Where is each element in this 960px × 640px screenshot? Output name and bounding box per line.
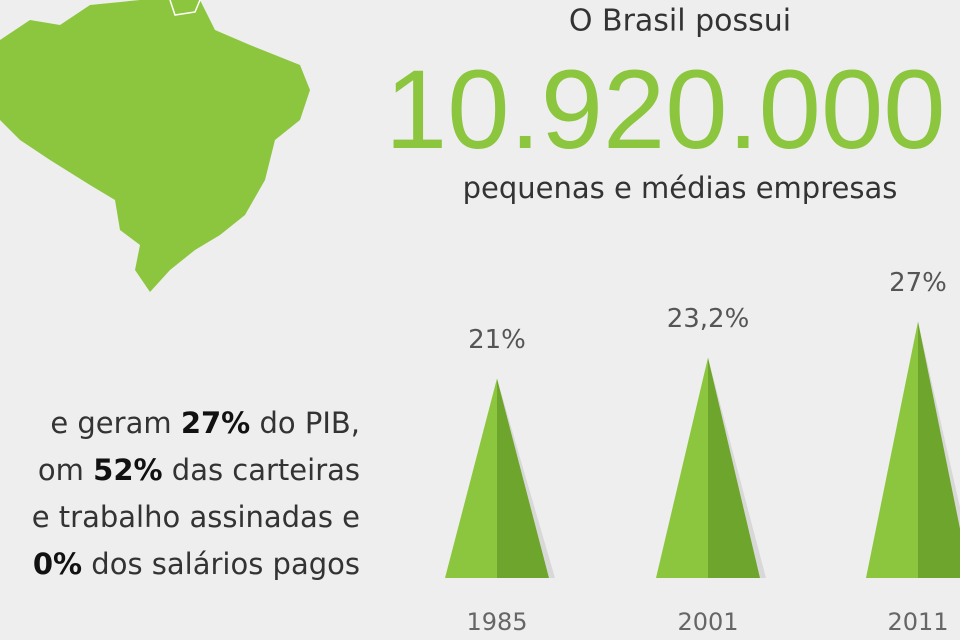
triangle-left xyxy=(656,357,708,578)
triangle-right xyxy=(497,378,549,578)
chart: 21% 1985 23,2% 2001 27% 2011 xyxy=(445,268,960,636)
text: e geram xyxy=(50,406,180,440)
text: dos salários pagos xyxy=(82,547,360,581)
value-label: 21% xyxy=(468,325,526,355)
bold-text: 52% xyxy=(93,453,162,487)
brazil-map xyxy=(0,0,310,292)
bold-text: 0% xyxy=(33,547,82,581)
triangle-shadow xyxy=(708,357,766,578)
triangle-left xyxy=(445,378,497,578)
text-line: e geram 27% do PIB, xyxy=(50,406,360,440)
triangle-right xyxy=(918,321,960,578)
map-border xyxy=(169,0,201,16)
intro: O Brasil possui xyxy=(569,4,791,39)
text: e trabalho assinadas e xyxy=(32,500,360,534)
triangle-shadow xyxy=(497,378,555,578)
text-line: 0% dos salários pagos xyxy=(33,547,360,581)
text: das carteiras xyxy=(163,453,360,487)
big-number: 10.920.000 xyxy=(385,47,946,172)
value-label: 27% xyxy=(889,268,947,298)
x-tick-label: 2011 xyxy=(887,608,948,636)
text: om xyxy=(38,453,93,487)
value-label: 23,2% xyxy=(667,304,750,334)
text-line: e trabalho assinadas e xyxy=(32,500,360,534)
triangle xyxy=(445,378,549,578)
text: do PIB, xyxy=(250,406,360,440)
triangle-left xyxy=(866,321,918,578)
triangle xyxy=(866,321,960,578)
x-tick-label: 2001 xyxy=(677,608,738,636)
caption: pequenas e médias empresas xyxy=(463,171,898,205)
text-block: e geram 27% do PIB, om 52% das carteiras e… xyxy=(32,406,360,581)
triangle xyxy=(656,357,760,578)
triangle-right xyxy=(708,357,760,578)
bold-text: 27% xyxy=(181,406,250,440)
text-line: om 52% das carteiras xyxy=(38,453,360,487)
x-tick-label: 1985 xyxy=(466,608,527,636)
